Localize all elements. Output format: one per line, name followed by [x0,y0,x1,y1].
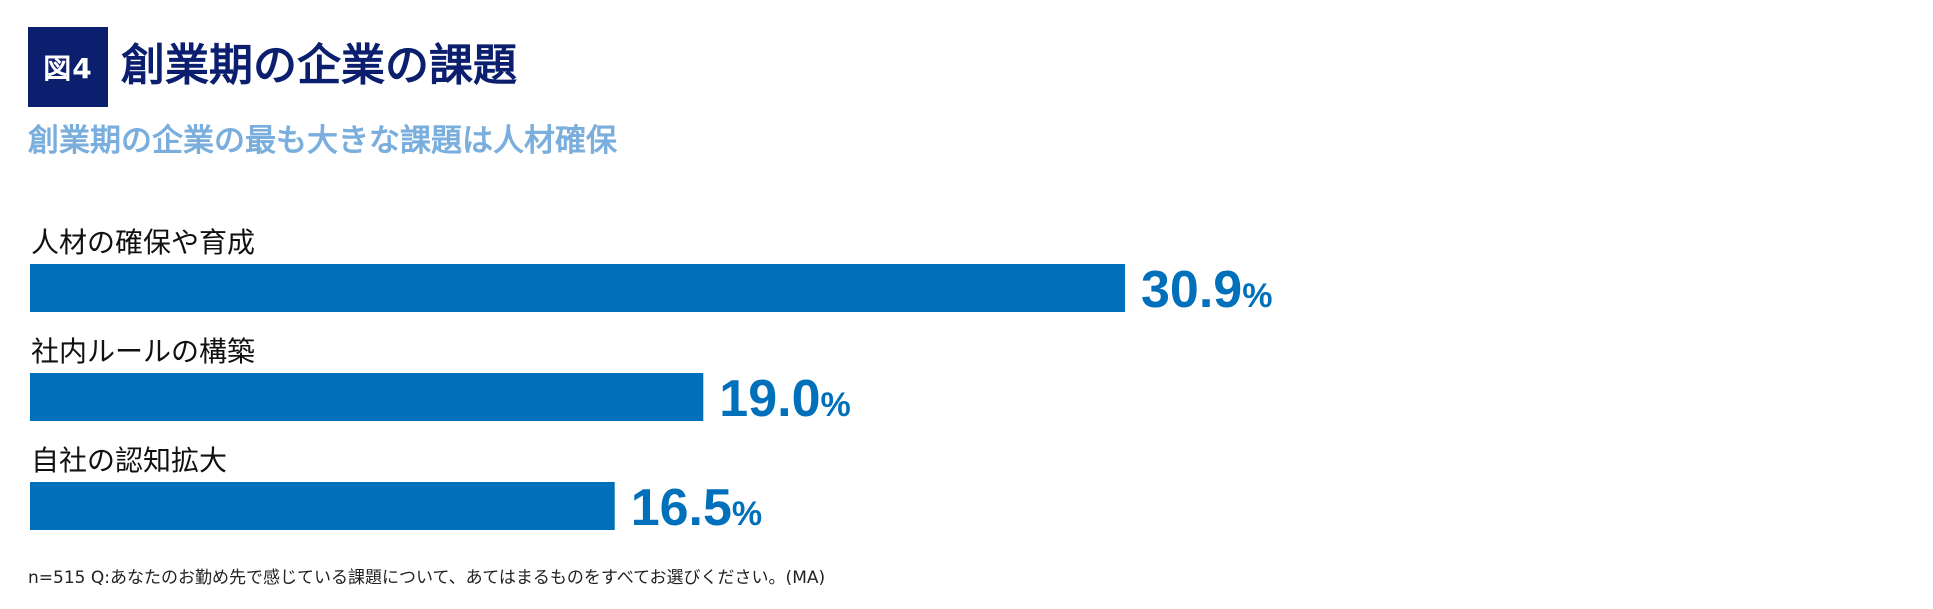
value-unit: % [732,495,762,533]
value-unit: % [1242,277,1272,315]
value-label: 19.0% [719,370,850,428]
value-number: 16.5 [631,479,732,537]
category-label: 人材の確保や育成 [31,226,255,259]
bar [30,373,704,421]
bar [30,482,615,530]
chart-subtitle: 創業期の企業の最も大きな課題は人材確保 [28,123,617,159]
value-label: 16.5% [631,479,762,537]
category-label: 自社の認知拡大 [31,444,227,477]
figure-number-badge: 図4 [28,27,108,107]
value-number: 19.0 [719,370,820,428]
category-label: 社内ルールの構築 [31,335,255,368]
value-unit: % [821,386,851,424]
footnote: n=515 Q:あなたのお勤め先で感じている課題について、あてはまるものをすべて… [28,568,826,588]
chart-title: 創業期の企業の課題 [121,40,517,91]
bar [30,264,1125,312]
value-label: 30.9% [1141,261,1272,319]
value-number: 30.9 [1141,261,1242,319]
